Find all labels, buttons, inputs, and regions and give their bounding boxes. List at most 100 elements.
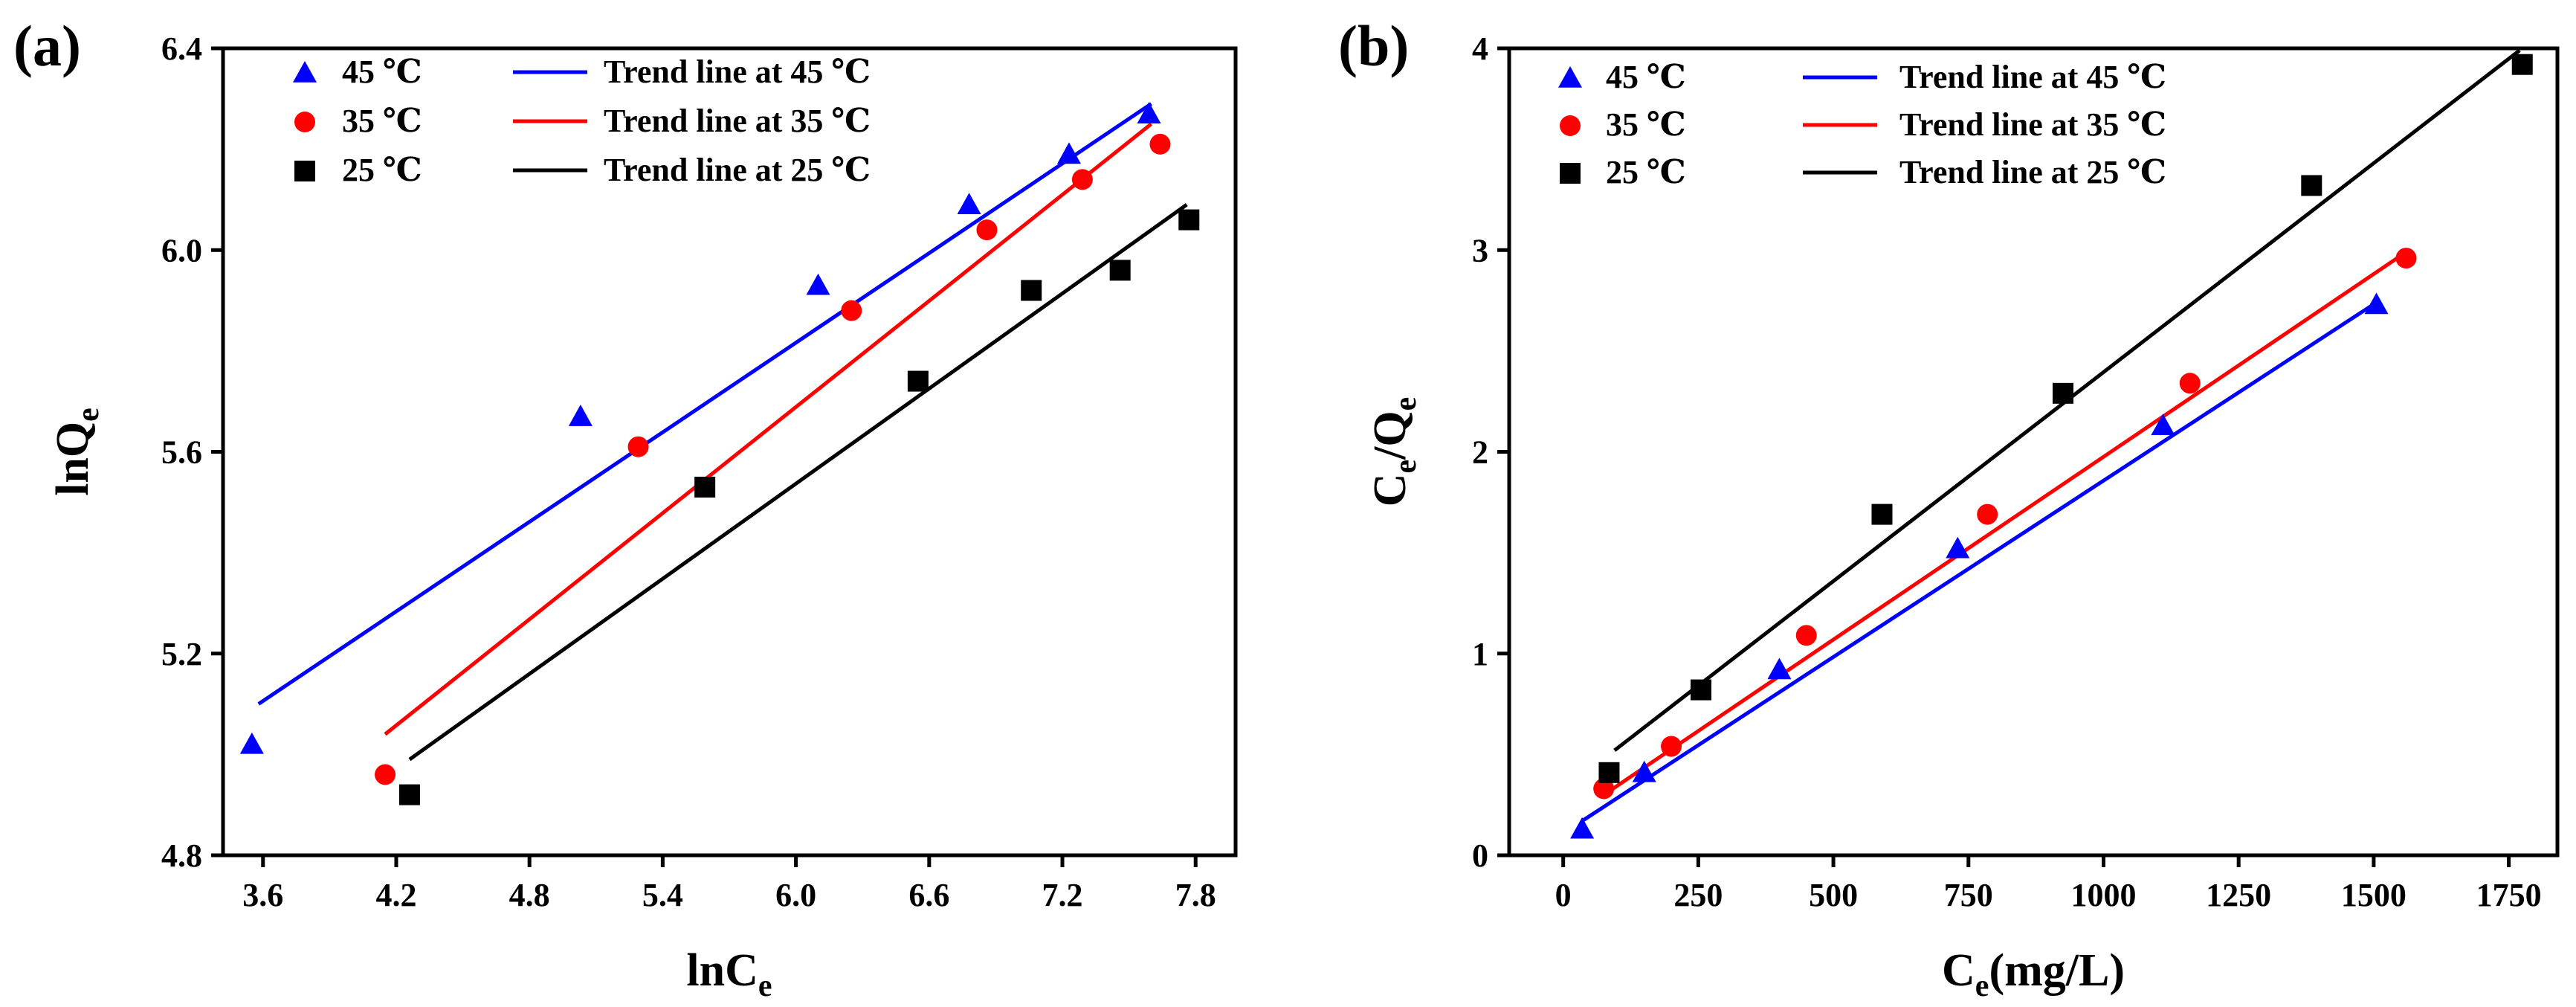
panel-b-x-axis-title-main: C bbox=[1942, 945, 1975, 996]
panel-a-y-axis-title: lnQe bbox=[48, 408, 106, 496]
panel-b-legend-marker bbox=[1560, 163, 1581, 184]
panel-a-y-tick-label: 5.6 bbox=[161, 434, 202, 471]
panel-a-series-0-point bbox=[568, 405, 593, 426]
panel-a-legend-marker bbox=[293, 61, 317, 83]
panel-b-x-axis-title: Ce(mg/L) bbox=[1942, 945, 2125, 1003]
panel-b-label: (b) bbox=[1338, 13, 1409, 78]
panel-a-y-tick-label: 5.2 bbox=[161, 636, 202, 672]
panel-b-legend-label: 45 ℃ bbox=[1606, 59, 1686, 95]
panel-b-series-0-point bbox=[1632, 760, 1656, 782]
panel-a-series-0-point bbox=[239, 732, 264, 754]
panel-a-x-tick-label: 7.2 bbox=[1042, 877, 1083, 913]
panel-a-series-2-point bbox=[907, 370, 929, 392]
panel-b-series-1-point bbox=[1795, 625, 1817, 646]
panel-b-series-1-point bbox=[1593, 778, 1615, 800]
panel-b-legend-line-label: Trend line at 45 ℃ bbox=[1899, 59, 2166, 95]
panel-a-series-0-point bbox=[957, 193, 981, 215]
panel-a-y-tick-label: 6.0 bbox=[161, 232, 202, 268]
panel-b-trend-line-1 bbox=[1600, 250, 2407, 799]
panel-b-x-tick-label: 1000 bbox=[2070, 877, 2136, 913]
panel-b-x-tick-label: 1250 bbox=[2206, 877, 2271, 913]
panel-b-series-2-point bbox=[1598, 762, 1620, 783]
panel-a-series-1-point bbox=[976, 219, 998, 241]
panel-b-legend-line-label: Trend line at 25 ℃ bbox=[1899, 154, 2166, 190]
panel-a-x-tick-label: 4.2 bbox=[375, 877, 416, 913]
panel-a-series-1-point bbox=[1149, 133, 1171, 155]
panel-b-series-2-point bbox=[2052, 382, 2073, 404]
panel-b-legend: 45 ℃ 35 ℃ 25 ℃ Trend line at 45 ℃ Trend line… bbox=[1558, 59, 2166, 190]
panel-a-legend-line-label: Trend line at 45 ℃ bbox=[604, 54, 871, 90]
panel-b-trend-line-0 bbox=[1581, 300, 2378, 823]
panel-b-y-axis-title-rest: /Q bbox=[1365, 411, 1415, 460]
panel-a-trend-line-2 bbox=[408, 203, 1188, 762]
panel-a-legend-label: 35 ℃ bbox=[342, 103, 422, 139]
panel-b-x-axis-title-sub: e bbox=[1975, 969, 1989, 1003]
panel-a-y-tick-label: 4.8 bbox=[161, 837, 202, 874]
panel-a-x-tick-label: 5.4 bbox=[642, 877, 683, 913]
panel-a-y-axis-title-sub: e bbox=[71, 408, 106, 422]
panel-b-legend-label: 35 ℃ bbox=[1606, 106, 1686, 143]
panel-b-y-axis-title-sub: e bbox=[1389, 460, 1423, 474]
panel-a-series-1-point bbox=[841, 300, 862, 321]
panel-b-series-0-point bbox=[1767, 657, 1792, 680]
panel-b-series-1-point bbox=[1661, 736, 1682, 757]
panel-a-series-1-point bbox=[627, 436, 649, 457]
panel-b-x-tick-label: 1500 bbox=[2341, 877, 2406, 913]
panel-b-y-axis-title: Ce/Qe bbox=[1365, 397, 1423, 507]
panel-a-x-tick-label: 6.0 bbox=[775, 877, 816, 913]
panel-b-y-axis-title-main: C bbox=[1365, 473, 1415, 506]
panel-a: (a) 3.6 4.2 4.8 5.4 6.0 6.6 7.2 7.8 4.8 5.2 5.6 6.0 6… bbox=[13, 13, 1238, 1003]
panel-b-series-1-point bbox=[2179, 373, 2201, 394]
panel-b-series-2-point bbox=[2301, 175, 2322, 196]
panel-b-series-2-point bbox=[1691, 679, 1712, 701]
panel-a-x-tick-label: 4.8 bbox=[509, 877, 550, 913]
panel-b-y-tick-label: 0 bbox=[1472, 837, 1488, 874]
panel-a-x-tick-label: 6.6 bbox=[908, 877, 949, 913]
panel-b-y-tick-label: 3 bbox=[1472, 232, 1488, 268]
panel-a-x-axis-title: lnCe bbox=[686, 945, 772, 1003]
panel-a-trend-line-1 bbox=[384, 122, 1153, 736]
panel-a-series-1-point bbox=[375, 764, 396, 785]
panel-b-legend-line-label: Trend line at 35 ℃ bbox=[1899, 106, 2166, 143]
panel-b-series-2-point bbox=[1871, 503, 1893, 525]
panel-a-legend-line-label: Trend line at 25 ℃ bbox=[604, 152, 871, 188]
panel-b-y-tick-label: 1 bbox=[1472, 636, 1488, 672]
panel-b-x-axis-title-rest: (mg/L) bbox=[1989, 945, 2125, 996]
panel-b-series-0-point bbox=[1946, 536, 1970, 559]
panel-a-series-0-point bbox=[1137, 102, 1161, 123]
panel-a-legend-label: 25 ℃ bbox=[342, 152, 422, 188]
panel-a-legend-marker bbox=[294, 112, 315, 132]
panel-a-series-2-point bbox=[1178, 209, 1200, 231]
panel-a-legend-label: 45 ℃ bbox=[342, 54, 422, 90]
panel-b-legend-label: 25 ℃ bbox=[1606, 154, 1686, 190]
panel-a-legend: 45 ℃ 35 ℃ 25 ℃ Trend line at 45 ℃ Trend line… bbox=[293, 54, 871, 188]
panel-a-y-axis-title-main: lnQ bbox=[48, 422, 98, 496]
panel-a-x-axis-title-sub: e bbox=[758, 969, 772, 1003]
panel-a-series-0-point bbox=[1056, 142, 1081, 164]
panel-b-series-0-point bbox=[2151, 414, 2175, 436]
panel-b-series-0-point bbox=[1570, 817, 1595, 839]
panel-b: (b)0 250 500 750 1000 1250 1500 175001234Ce(mg/… bbox=[1338, 13, 2560, 1003]
panel-b-series-1-point bbox=[2395, 248, 2417, 269]
panel-b-y-tick-label: 2 bbox=[1472, 434, 1488, 471]
panel-a-series-2-point bbox=[1021, 280, 1042, 301]
panel-b-x-tick-label: 0 bbox=[1555, 877, 1572, 913]
panel-b-legend-marker bbox=[1558, 66, 1582, 88]
panel-a-label: (a) bbox=[13, 13, 81, 78]
panel-a-x-tick-label: 3.6 bbox=[242, 877, 283, 913]
panel-a-legend-line-label: Trend line at 35 ℃ bbox=[604, 103, 871, 139]
panel-b-x-tick-label: 1750 bbox=[2476, 877, 2542, 913]
panel-a-series-0-point bbox=[806, 273, 830, 295]
panel-b-legend-marker bbox=[1560, 115, 1581, 136]
panel-a-series-1-point bbox=[1071, 169, 1093, 190]
panel-b-x-tick-label: 750 bbox=[1944, 877, 1993, 913]
panel-b-series-1-point bbox=[1977, 503, 1998, 525]
panel-a-series-2-point bbox=[398, 784, 420, 805]
panel-b-x-tick-label: 250 bbox=[1673, 877, 1723, 913]
panel-b-x-tick-label: 500 bbox=[1809, 877, 1858, 913]
panel-b-series-0-point bbox=[2364, 292, 2389, 315]
panel-a-x-axis-title-main: lnC bbox=[686, 945, 758, 996]
panel-a-legend-marker bbox=[294, 161, 315, 181]
panel-a-series-2-point bbox=[694, 476, 716, 498]
